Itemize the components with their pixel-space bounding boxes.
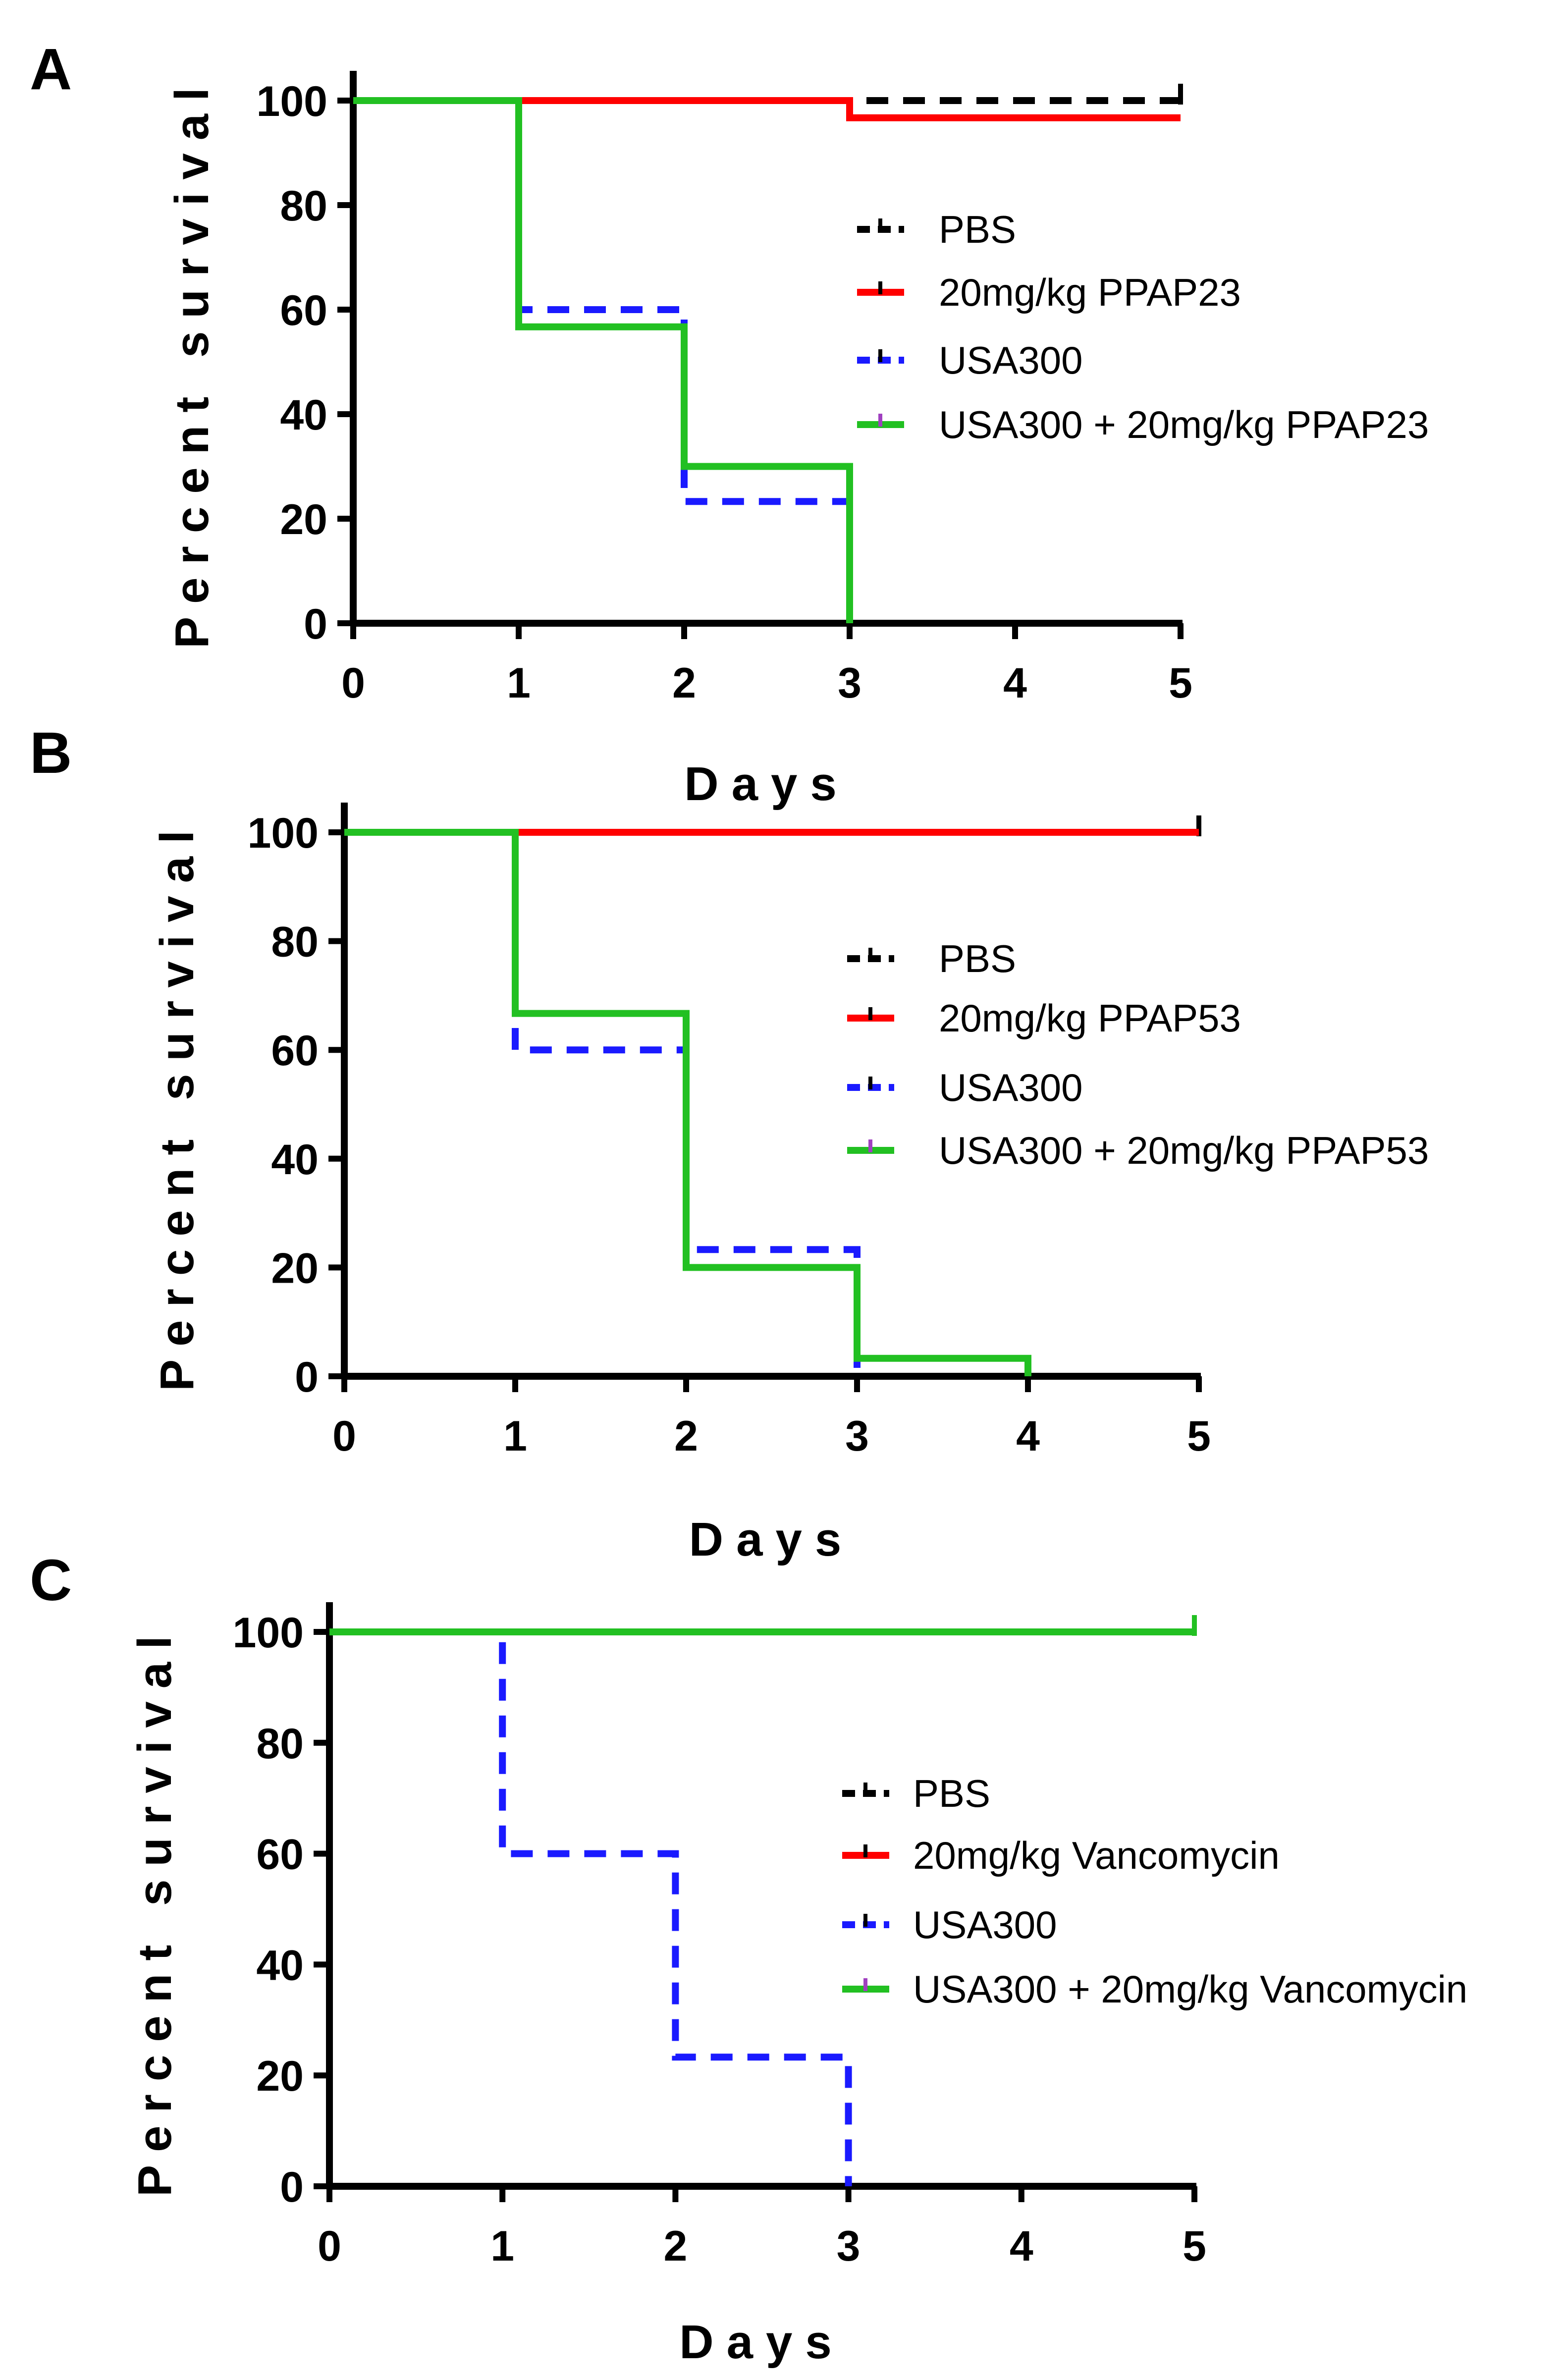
x-tick-label: 5 — [1169, 659, 1192, 707]
y-axis-title: Percent survival — [165, 75, 218, 649]
legend-label: 20mg/kg PPAP53 — [939, 996, 1241, 1040]
y-tick-label: 20 — [271, 1244, 319, 1292]
panel-a: A 0 20 40 60 80 100 0 1 2 3 4 5 Days Percent survival P… — [30, 37, 1429, 811]
x-tick-label: 5 — [1187, 1412, 1211, 1460]
legend-label: USA300 + 20mg/kg PPAP53 — [939, 1129, 1429, 1172]
legend-label: PBS — [939, 208, 1016, 251]
y-tick-label: 20 — [280, 496, 327, 543]
y-tick-label: 60 — [280, 287, 327, 334]
x-tick-label: 0 — [318, 2222, 341, 2270]
y-tick-label: 40 — [280, 391, 327, 439]
y-tick-label: 100 — [233, 1609, 304, 1657]
series-line-2 — [344, 829, 861, 1376]
panel-letter: C — [30, 1548, 72, 1613]
panel-letter: A — [30, 37, 72, 102]
series-line-3 — [353, 97, 853, 623]
x-tick-label: 2 — [663, 2222, 687, 2270]
y-tick-label: 80 — [280, 182, 327, 230]
y-tick-label: 60 — [256, 1831, 304, 1879]
x-tick-label: 3 — [845, 1412, 869, 1460]
x-tick-label: 3 — [837, 2222, 861, 2270]
legend-label: 20mg/kg Vancomycin — [913, 1834, 1280, 1877]
legend-label: USA300 — [913, 1903, 1057, 1947]
y-tick-label: 40 — [271, 1136, 319, 1184]
series-line-2 — [353, 97, 853, 623]
y-tick-label: 100 — [248, 810, 319, 857]
x-tick-label: 2 — [672, 659, 696, 707]
x-axis-title: Days — [689, 1513, 855, 1566]
y-tick-label: 0 — [304, 600, 327, 648]
legend-label: PBS — [913, 1772, 990, 1815]
y-tick-label: 60 — [271, 1027, 319, 1075]
y-axis-title: Percent survival — [151, 817, 204, 1391]
x-tick-label: 4 — [1016, 1412, 1040, 1460]
panel-c: C 0 20 40 60 80 100 0 1 2 3 4 5 Days Percent survival P… — [30, 1548, 1467, 2369]
legend-label: 20mg/kg PPAP23 — [939, 270, 1241, 314]
y-tick-label: 80 — [256, 1720, 304, 1768]
series-line-2 — [329, 1628, 852, 2186]
panel-letter: B — [30, 720, 72, 786]
y-tick-label: 100 — [257, 78, 328, 125]
x-axis-title: Days — [679, 2316, 845, 2369]
series-line-1 — [353, 97, 1181, 121]
legend-label: USA300 — [939, 338, 1083, 382]
y-tick-label: 40 — [256, 1942, 304, 1989]
y-tick-label: 0 — [295, 1353, 319, 1401]
legend-label: PBS — [939, 937, 1016, 980]
x-tick-label: 5 — [1183, 2222, 1206, 2270]
y-axis-title: Percent survival — [128, 1623, 181, 2197]
x-tick-label: 4 — [1003, 659, 1027, 707]
x-tick-label: 0 — [332, 1412, 356, 1460]
x-axis-title: Days — [684, 757, 850, 811]
legend-label: USA300 — [939, 1066, 1083, 1109]
legend-label: USA300 + 20mg/kg PPAP23 — [939, 403, 1429, 446]
x-tick-label: 3 — [838, 659, 861, 707]
x-tick-label: 1 — [490, 2222, 514, 2270]
x-tick-label: 1 — [503, 1412, 527, 1460]
panel-b: B 0 20 40 60 80 100 0 1 2 3 4 5 Days Percent survival P… — [30, 720, 1429, 1566]
x-tick-label: 0 — [341, 659, 365, 707]
y-tick-label: 80 — [271, 919, 319, 966]
x-tick-label: 4 — [1010, 2222, 1033, 2270]
y-tick-label: 20 — [256, 2053, 304, 2100]
x-tick-label: 1 — [507, 659, 531, 707]
x-tick-label: 2 — [674, 1412, 698, 1460]
y-tick-label: 0 — [280, 2164, 304, 2211]
legend-label: USA300 + 20mg/kg Vancomycin — [913, 1967, 1467, 2011]
series-line-3 — [344, 829, 1031, 1376]
